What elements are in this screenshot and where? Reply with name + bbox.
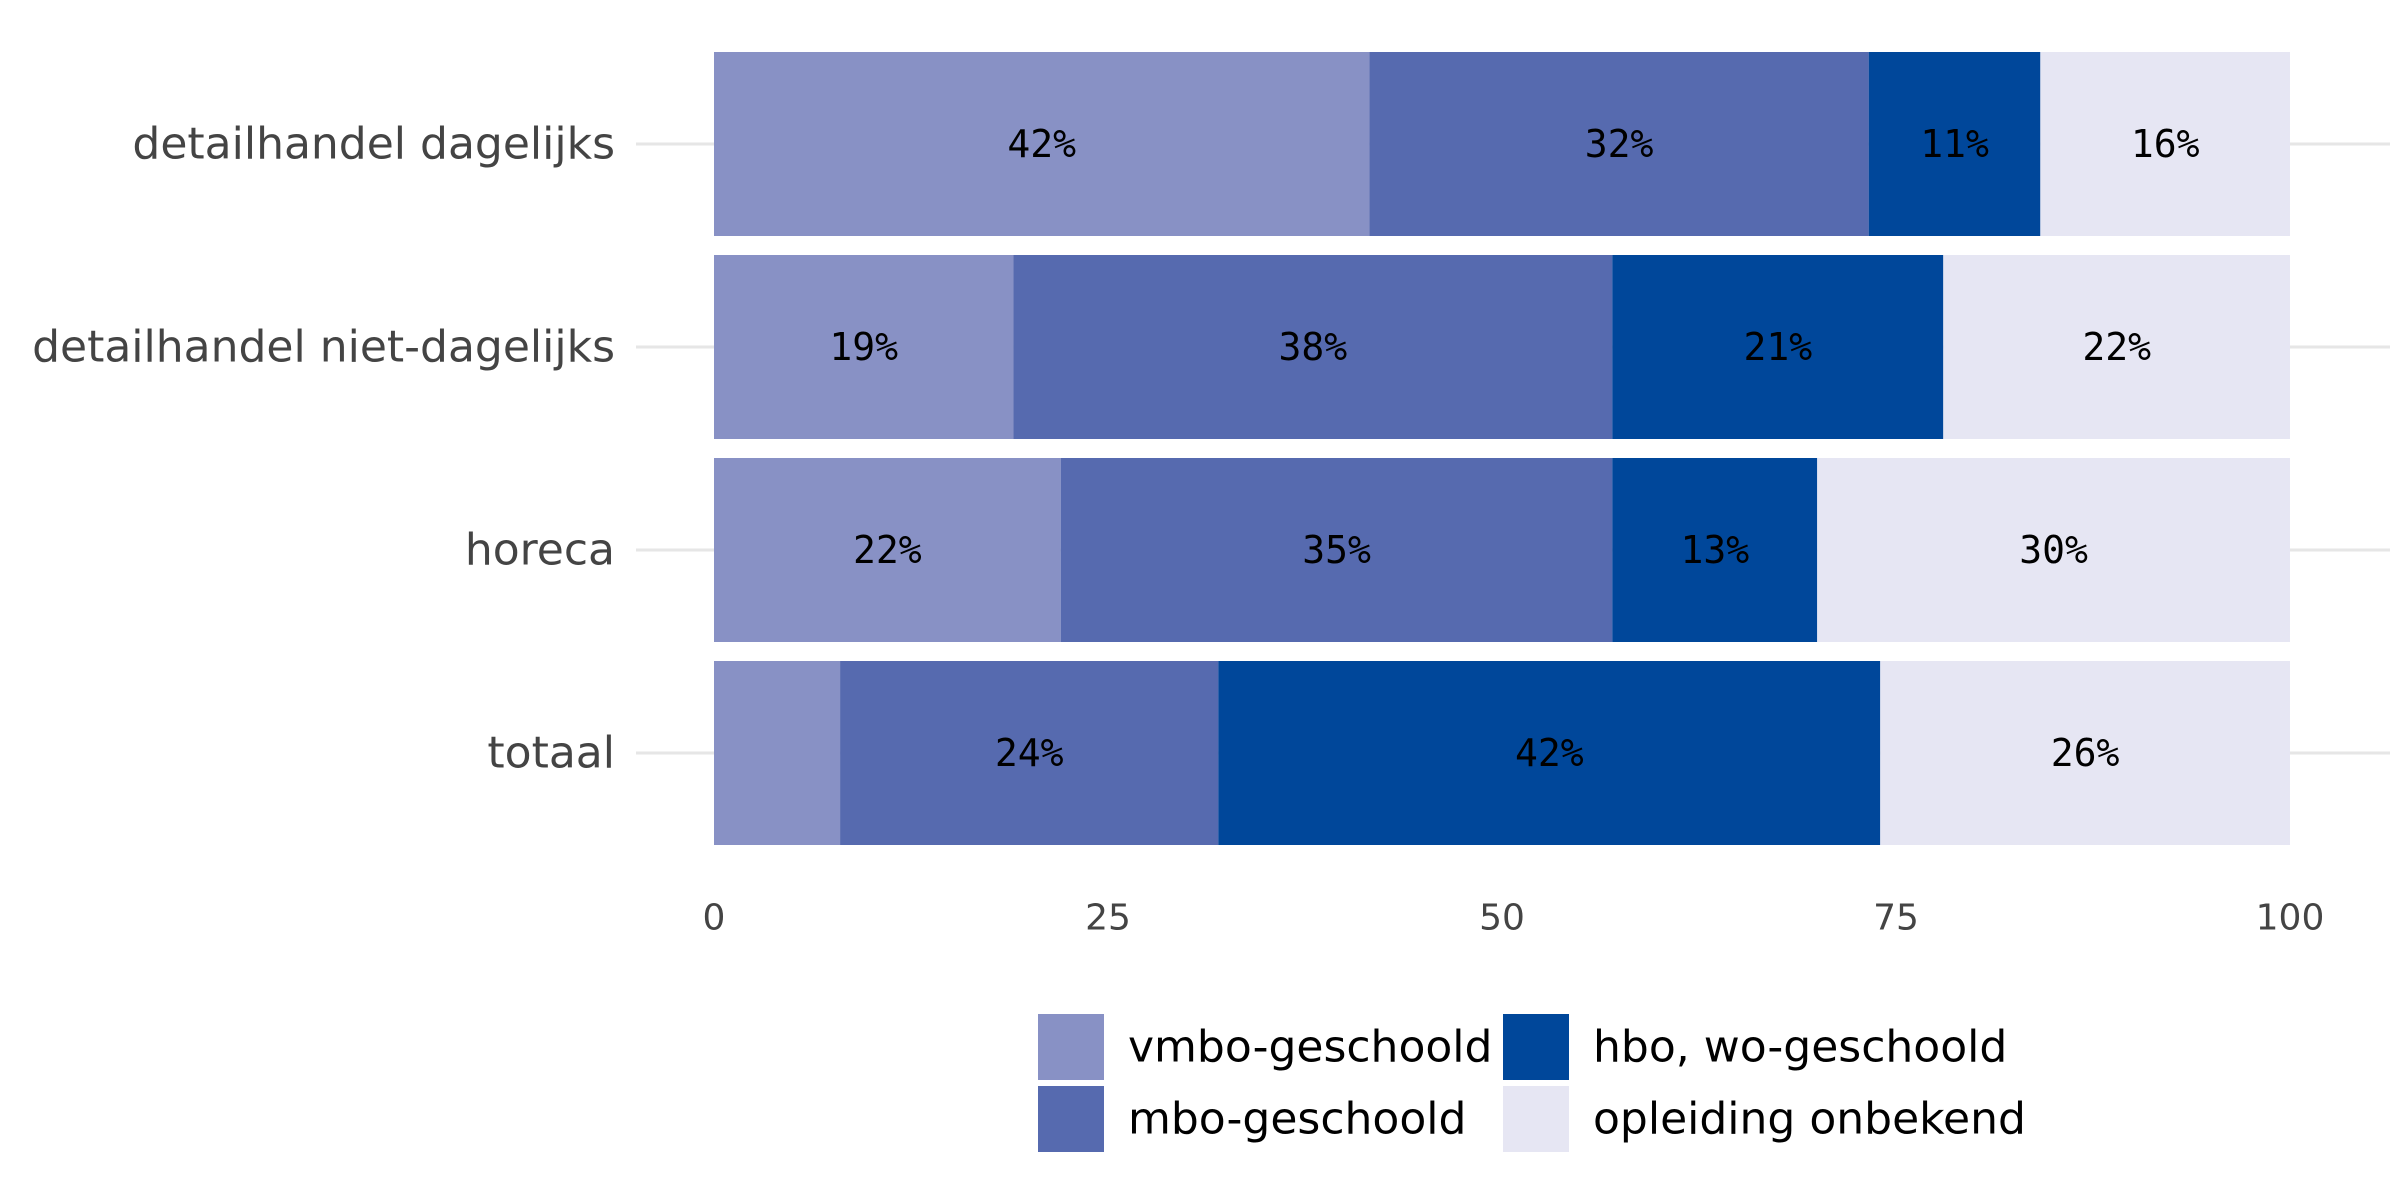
bar-segment — [1013, 255, 1613, 439]
legend-swatch — [1038, 1086, 1104, 1152]
data-label: 42% — [1515, 731, 1584, 775]
bar-segment — [714, 661, 841, 845]
bar-segment — [1817, 458, 2290, 642]
data-label: 22% — [853, 528, 922, 572]
bar-segment — [840, 661, 1219, 845]
legend-label: vmbo-geschoold — [1128, 1022, 1492, 1073]
bar-segment — [1612, 458, 1818, 642]
bar-segment — [2040, 52, 2290, 236]
data-label: 42% — [1007, 122, 1076, 166]
bar-segment — [1868, 52, 2041, 236]
bar-segment — [1612, 255, 1944, 439]
bar-segment — [1369, 52, 1869, 236]
legend-label: mbo-geschoold — [1128, 1094, 1466, 1145]
bars: 42% 32% 11% 16% 19% 38% 21% 22% 22% 35% 13% 30% 24% 4… — [714, 52, 2290, 845]
bar-segment — [1880, 661, 2290, 845]
legend-swatch — [1038, 1014, 1104, 1080]
bar-segment — [1060, 458, 1613, 642]
category-label: totaal — [487, 728, 615, 779]
data-label: 13% — [1680, 528, 1749, 572]
data-label: 38% — [1279, 325, 1348, 369]
legend-swatch — [1503, 1086, 1569, 1152]
bar-segment — [1218, 661, 1881, 845]
legend-label: opleiding onbekend — [1593, 1094, 2026, 1145]
data-label: 21% — [1743, 325, 1812, 369]
data-label: 11% — [1920, 122, 1989, 166]
x-tick-label: 50 — [1479, 898, 1525, 939]
bar-segment — [1943, 255, 2290, 439]
data-label: 35% — [1302, 528, 1371, 572]
data-label: 30% — [2019, 528, 2088, 572]
bar-segment — [714, 52, 1370, 236]
legend: vmbo-geschoold mbo-geschoold hbo, wo-gesch… — [1038, 1014, 2026, 1152]
data-label: 16% — [2131, 122, 2200, 166]
x-tick-label: 0 — [703, 898, 726, 939]
category-label: horeca — [465, 525, 615, 576]
category-label: detailhandel dagelijks — [132, 119, 615, 170]
x-tick-label: 25 — [1085, 898, 1131, 939]
x-tick-label: 75 — [1873, 898, 1919, 939]
data-label: 19% — [829, 325, 898, 369]
x-tick-label: 100 — [2256, 898, 2325, 939]
category-label: detailhandel niet-dagelijks — [32, 322, 615, 373]
category-labels: detailhandel dagelijks detailhandel niet-… — [32, 119, 615, 779]
bar-segment — [714, 458, 1061, 642]
data-label: 24% — [995, 731, 1064, 775]
data-label: 26% — [2051, 731, 2120, 775]
bar-segment — [714, 255, 1014, 439]
data-label: 32% — [1585, 122, 1654, 166]
data-label: 22% — [2082, 325, 2151, 369]
x-axis-ticks: 0 25 50 75 100 — [703, 898, 2325, 939]
legend-label: hbo, wo-geschoold — [1593, 1022, 2007, 1073]
legend-swatch — [1503, 1014, 1569, 1080]
